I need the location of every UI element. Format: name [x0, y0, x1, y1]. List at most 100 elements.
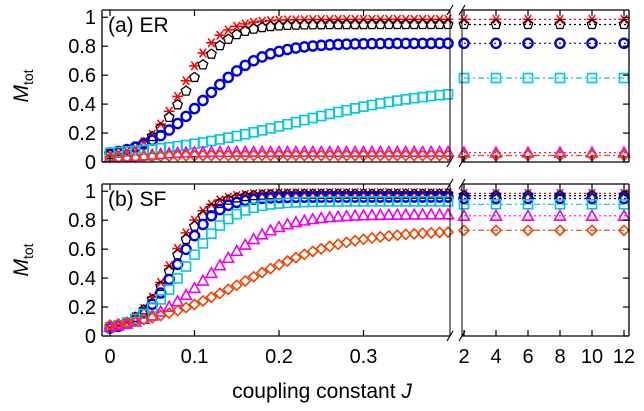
triangle-marker [415, 207, 430, 220]
diamond-marker [617, 224, 631, 237]
pentagon-marker [222, 33, 234, 44]
pentagon-marker [231, 28, 243, 40]
pentagon-marker [618, 18, 630, 30]
triangle-marker [382, 207, 396, 220]
square-marker [239, 128, 251, 140]
triangle-marker [398, 207, 413, 220]
pentagon-marker [374, 18, 386, 30]
diamond-marker [239, 274, 252, 288]
triangle-marker [331, 209, 345, 222]
pentagon-marker [383, 18, 395, 30]
star-marker [163, 106, 175, 116]
diamond-marker [441, 149, 455, 162]
diamond-marker [391, 149, 404, 162]
triangle-marker [457, 208, 471, 221]
diamond-marker [289, 149, 303, 162]
circle-marker [490, 192, 502, 205]
panel-label: (b) SF [108, 188, 166, 211]
triangle-marker [373, 207, 388, 221]
diamond-marker [433, 149, 446, 162]
diamond-marker [441, 226, 455, 239]
diamond-marker [340, 149, 353, 162]
pentagon-marker [248, 23, 260, 34]
diamond-marker [298, 248, 311, 261]
diamond-marker [306, 149, 319, 162]
y-tick-label: 0.2 [68, 297, 96, 319]
diamond-marker [424, 149, 438, 162]
diamond-marker [399, 149, 412, 162]
triangle-marker [221, 250, 236, 264]
star-marker [180, 75, 192, 86]
triangle-marker [289, 144, 303, 157]
triangle-marker [229, 144, 244, 158]
pentagon-marker [205, 48, 217, 59]
x-tick-label: 8 [554, 346, 565, 368]
square-marker [239, 205, 251, 216]
circle-marker [586, 192, 598, 205]
circle-marker [458, 37, 470, 50]
square-marker [172, 273, 183, 284]
pentagon-marker [349, 18, 361, 30]
x-tick-label: 4 [490, 346, 501, 368]
pentagon-marker [180, 85, 192, 96]
triangle-marker [432, 207, 447, 220]
circle-marker [554, 37, 566, 50]
pentagon-marker [522, 18, 534, 30]
pentagon-marker [324, 18, 336, 30]
triangle-marker [348, 208, 362, 221]
diamond-marker [489, 224, 503, 237]
pentagon-marker [214, 39, 226, 51]
pentagon-marker [434, 18, 446, 30]
series-square [104, 196, 630, 333]
y-tick-label: 0 [85, 152, 96, 174]
series-triangle [103, 144, 631, 163]
triangle-marker [382, 144, 396, 157]
x-tick-label: 2 [458, 346, 469, 368]
x-tick-label: 10 [581, 346, 603, 368]
triangle-marker [407, 207, 421, 220]
square-marker [163, 284, 175, 295]
panel-sf: 00.20.40.60.810 0.1 0.2 0.3 2 4 6 8 10 12(b) SFMt… [10, 178, 635, 368]
triangle-marker [585, 208, 599, 221]
pentagon-marker [197, 59, 209, 70]
square-marker [155, 294, 166, 305]
triangle-marker [297, 144, 312, 157]
pentagon-marker [408, 18, 420, 30]
star-marker [172, 91, 183, 102]
panel-er: 0 0.2 0.4 0.6 0.8 1 (a) ER Mtot [10, 4, 631, 174]
diamond-marker [213, 287, 226, 300]
diamond-marker [332, 238, 345, 251]
series-triangle [103, 207, 631, 332]
square-marker [315, 110, 327, 122]
star-marker [222, 25, 234, 35]
circle-marker [490, 37, 502, 50]
triangle-marker [322, 210, 337, 223]
diamond-marker [264, 262, 277, 275]
triangle-marker [348, 144, 362, 157]
y-tick-label: 0 [85, 326, 96, 348]
diamond-marker [179, 149, 193, 162]
square-marker [458, 72, 470, 84]
triangle-marker [204, 265, 219, 279]
diamond-marker [255, 266, 269, 279]
pentagon-marker [172, 98, 184, 110]
triangle-marker [365, 208, 379, 221]
pentagon-marker [391, 18, 403, 30]
diamond-marker [196, 294, 210, 308]
x-axis-label-variable: J [400, 380, 412, 403]
diamond-marker [408, 149, 421, 162]
square-marker [189, 249, 200, 260]
diamond-marker [457, 224, 471, 237]
diamond-marker [357, 233, 370, 246]
series-circle [104, 37, 630, 159]
circle-marker [154, 129, 167, 142]
pentagon-marker [442, 188, 454, 199]
pentagon-marker [442, 18, 454, 30]
diamond-marker [255, 149, 269, 162]
star-marker [239, 19, 251, 29]
diamond-marker [205, 291, 218, 304]
x-tick-label: 0.3 [350, 346, 378, 368]
diamond-marker [196, 149, 210, 162]
square-marker [248, 127, 259, 138]
triangle-marker [263, 223, 278, 236]
